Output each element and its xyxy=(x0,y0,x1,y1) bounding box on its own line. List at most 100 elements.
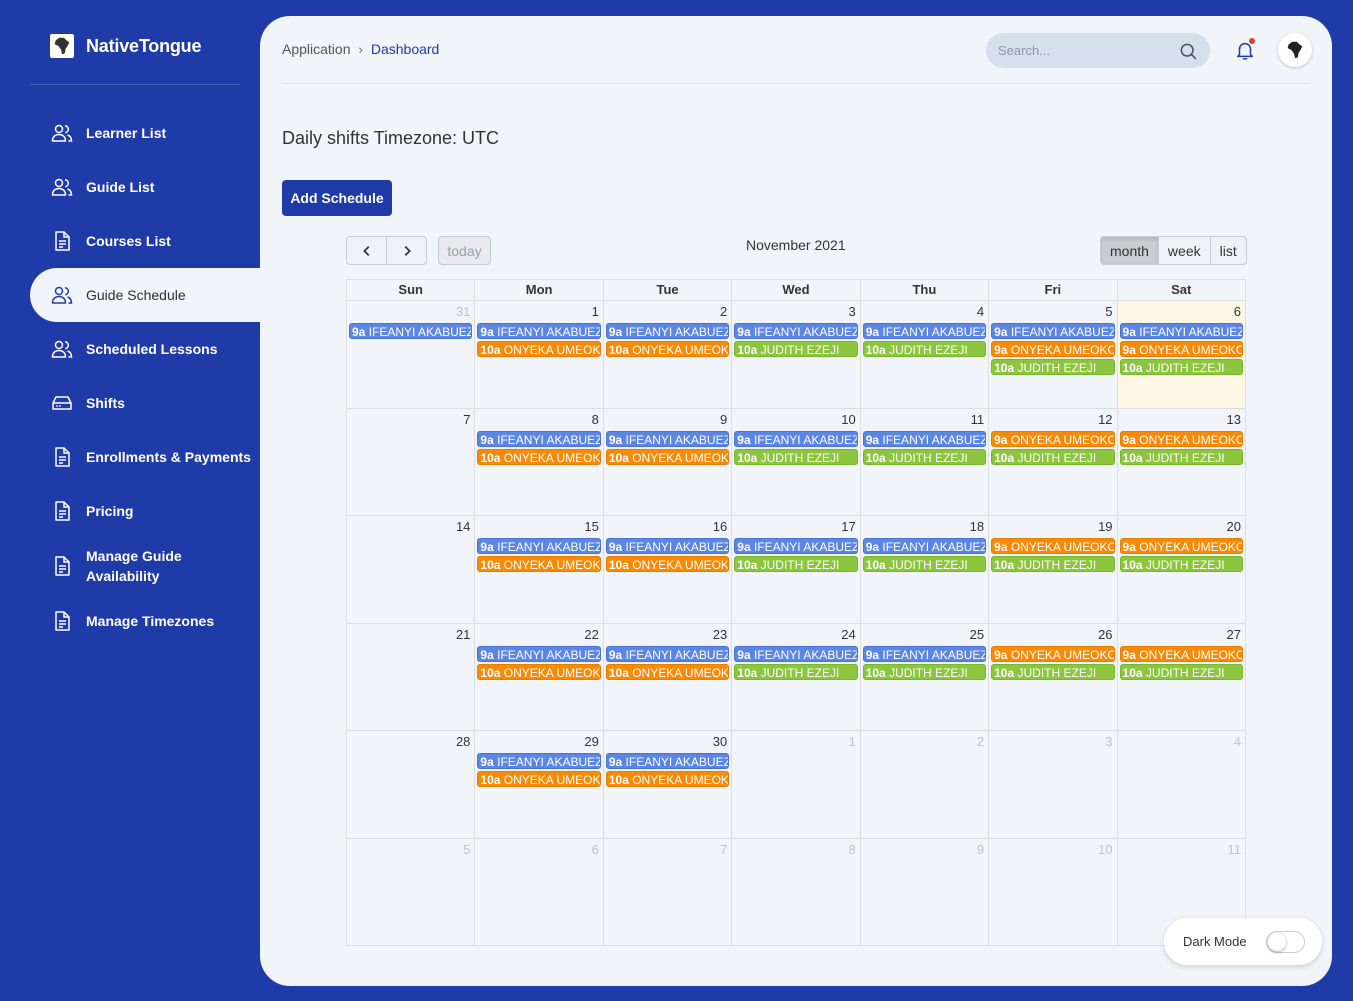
calendar-event[interactable]: 9a ONYEKA UMEOKONKWO xyxy=(991,645,1115,662)
day-number[interactable]: 25 xyxy=(969,626,985,642)
calendar-event[interactable]: 9a IFEANYI AKABUEZE xyxy=(734,430,858,447)
day-number[interactable]: 15 xyxy=(584,519,599,534)
day-number[interactable]: 13 xyxy=(1226,411,1241,427)
day-number[interactable]: 9 xyxy=(976,841,985,857)
day-number[interactable]: 16 xyxy=(712,519,728,534)
day-cell[interactable]: 21 xyxy=(347,623,476,730)
calendar-event[interactable]: 9a IFEANYI AKABUEZE xyxy=(477,753,601,769)
day-number[interactable]: 4 xyxy=(1233,734,1241,749)
calendar-event[interactable]: 9a IFEANYI AKABUEZE xyxy=(862,538,987,554)
day-number[interactable]: 2 xyxy=(976,734,985,749)
search-icon[interactable] xyxy=(1178,41,1198,61)
day-cell[interactable]: 11 xyxy=(1118,839,1245,946)
calendar-event[interactable]: 9a IFEANYI AKABUEZE xyxy=(991,323,1115,339)
day-number[interactable]: 23 xyxy=(712,626,728,642)
day-number[interactable]: 12 xyxy=(1098,411,1113,427)
day-number[interactable]: 8 xyxy=(848,841,856,857)
day-number[interactable]: 9 xyxy=(720,411,728,427)
add-schedule-button[interactable]: Add Schedule xyxy=(282,180,392,216)
calendar-event[interactable]: 9a IFEANYI AKABUEZE xyxy=(605,645,730,662)
calendar-event[interactable]: 9a ONYEKA UMEOKONKWO xyxy=(1119,645,1243,662)
day-cell[interactable]: 10 xyxy=(989,838,1118,945)
calendar-event[interactable]: 10a ONYEKA UMEOKONKWO xyxy=(605,448,730,465)
sidebar-item-courses-list[interactable]: Courses List xyxy=(0,214,260,268)
notification-bell-icon[interactable] xyxy=(1234,38,1256,62)
calendar-event[interactable]: 9a ONYEKA UMEOKONKWO xyxy=(1119,341,1243,357)
day-cell[interactable]: 1 9a IFEANYI AKABUEZE 10a ONYEKA UMEOKONKW… xyxy=(475,301,604,408)
day-cell[interactable]: 4 xyxy=(1118,731,1245,838)
sidebar-item-enrollments-payments[interactable]: Enrollments & Payments xyxy=(0,430,260,484)
day-number[interactable]: 18 xyxy=(969,519,985,534)
calendar-event[interactable]: 10a ONYEKA UMEOKONKWO xyxy=(477,341,601,357)
calendar-event[interactable]: 10a JUDITH EZEJI xyxy=(1119,448,1243,465)
day-number[interactable]: 22 xyxy=(584,626,599,642)
day-cell[interactable]: 15 9a IFEANYI AKABUEZE 10a ONYEKA UMEOKONK… xyxy=(475,516,604,623)
day-cell[interactable]: 11 9a IFEANYI AKABUEZE 10a JUDITH EZEJI xyxy=(861,408,990,515)
user-avatar[interactable] xyxy=(1278,33,1312,67)
day-cell[interactable]: 3 9a IFEANYI AKABUEZE 10a JUDITH EZEJI xyxy=(732,301,861,408)
day-cell[interactable]: 17 9a IFEANYI AKABUEZE 10a JUDITH EZEJI xyxy=(732,516,861,623)
breadcrumb-dashboard[interactable]: Dashboard xyxy=(370,41,440,57)
day-number[interactable]: 11 xyxy=(1227,841,1241,857)
calendar-event[interactable]: 10a JUDITH EZEJI xyxy=(991,448,1115,465)
calendar-event[interactable]: 10a ONYEKA UMEOKONKWO xyxy=(605,771,730,787)
day-number[interactable]: 24 xyxy=(841,626,856,642)
day-number[interactable]: 5 xyxy=(463,841,471,857)
calendar-event[interactable]: 10a ONYEKA UMEOKONKWO xyxy=(477,448,601,465)
dark-mode-toggle[interactable] xyxy=(1266,931,1305,953)
view-list-button[interactable]: list xyxy=(1210,236,1247,265)
day-number[interactable]: 29 xyxy=(584,734,599,749)
calendar-event[interactable]: 9a ONYEKA UMEOKONKWO xyxy=(991,430,1115,447)
day-number[interactable]: 1 xyxy=(848,734,856,749)
calendar-event[interactable]: 9a IFEANYI AKABUEZE xyxy=(862,430,987,447)
sidebar-item-learner-list[interactable]: Learner List xyxy=(0,106,260,160)
calendar-event[interactable]: 9a IFEANYI AKABUEZE xyxy=(734,645,858,662)
calendar-event[interactable]: 10a JUDITH EZEJI xyxy=(734,341,858,357)
calendar-event[interactable]: 10a JUDITH EZEJI xyxy=(734,448,858,465)
calendar-event[interactable]: 9a ONYEKA UMEOKONKWO xyxy=(1119,538,1243,554)
day-cell[interactable]: 12 9a ONYEKA UMEOKONKWO10a JUDITH EZEJI xyxy=(989,408,1118,515)
calendar-event[interactable]: 10a ONYEKA UMEOKONKWO xyxy=(477,663,601,680)
search-input[interactable] xyxy=(998,43,1168,58)
day-number[interactable]: 17 xyxy=(841,519,856,534)
day-cell[interactable]: 6 xyxy=(475,838,604,945)
day-cell[interactable]: 8 xyxy=(732,838,861,945)
day-number[interactable]: 19 xyxy=(1098,519,1113,534)
calendar-event[interactable]: 10a JUDITH EZEJI xyxy=(1119,556,1243,572)
calendar-event[interactable]: 10a ONYEKA UMEOKONKWO xyxy=(605,341,730,357)
day-number[interactable]: 14 xyxy=(455,519,471,534)
calendar-event[interactable]: 9a ONYEKA UMEOKONKWO xyxy=(991,538,1115,554)
day-cell[interactable]: 9 xyxy=(861,838,990,945)
day-cell[interactable]: 28 xyxy=(347,731,476,838)
day-cell[interactable]: 14 xyxy=(347,516,476,623)
calendar-event[interactable]: 9a IFEANYI AKABUEZE xyxy=(477,645,601,662)
calendar-event[interactable]: 9a IFEANYI AKABUEZE xyxy=(605,538,730,554)
day-cell[interactable]: 10 9a IFEANYI AKABUEZE 10a JUDITH EZEJI xyxy=(732,408,861,515)
today-button[interactable]: today xyxy=(438,236,491,265)
calendar-event[interactable]: 10a ONYEKA UMEOKONKWO xyxy=(477,556,601,572)
calendar-event[interactable]: 9a IFEANYI AKABUEZE xyxy=(349,323,473,339)
calendar-event[interactable]: 9a IFEANYI AKABUEZE xyxy=(734,538,858,554)
calendar-event[interactable]: 9a IFEANYI AKABUEZE xyxy=(734,323,858,339)
view-week-button[interactable]: week xyxy=(1158,236,1211,265)
calendar-event[interactable]: 10a JUDITH EZEJI xyxy=(734,663,858,680)
day-number[interactable]: 31 xyxy=(455,304,471,319)
day-cell[interactable]: 4 9a IFEANYI AKABUEZE 10a JUDITH EZEJI xyxy=(861,301,990,408)
day-number[interactable]: 20 xyxy=(1226,519,1241,534)
calendar-event[interactable]: 10a ONYEKA UMEOKONKWO xyxy=(605,556,730,572)
day-cell[interactable]: 3 xyxy=(989,731,1118,838)
day-number[interactable]: 4 xyxy=(976,304,985,319)
calendar-event[interactable]: 10a ONYEKA UMEOKONKWO xyxy=(605,663,730,680)
day-cell[interactable]: 7 xyxy=(604,838,733,945)
day-cell[interactable]: 31 9a IFEANYI AKABUEZE xyxy=(347,301,476,408)
calendar-event[interactable]: 9a IFEANYI AKABUEZE xyxy=(477,323,601,339)
day-number[interactable]: 7 xyxy=(720,841,728,857)
calendar-event[interactable]: 9a IFEANYI AKABUEZE xyxy=(605,753,730,769)
calendar-event[interactable]: 9a IFEANYI AKABUEZE xyxy=(477,430,601,447)
